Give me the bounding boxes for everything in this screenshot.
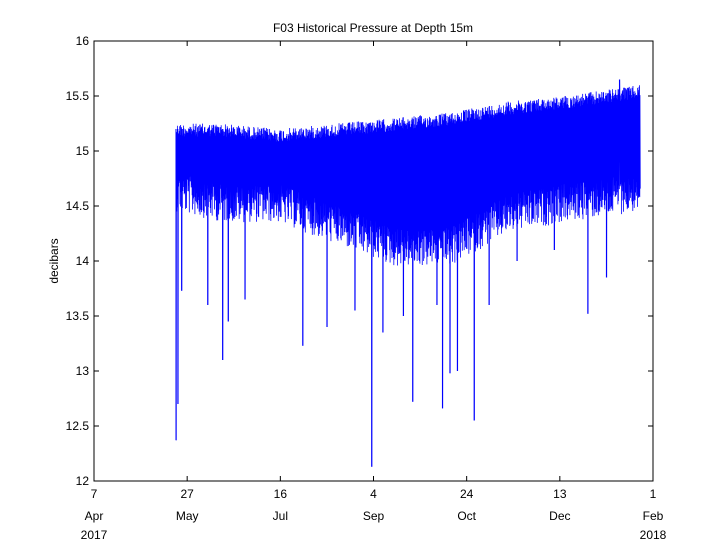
x-tick-month-label: Feb: [643, 509, 664, 523]
y-tick-label: 13.5: [66, 309, 90, 323]
y-tick-label: 16: [76, 34, 90, 48]
x-tick-day-label: 7: [91, 487, 98, 501]
x-tick-month-label: Dec: [549, 509, 570, 523]
chart-title: F03 Historical Pressure at Depth 15m: [273, 21, 473, 35]
y-tick-label: 13: [76, 364, 90, 378]
y-tick-label: 14.5: [66, 199, 90, 213]
y-tick-label: 15.5: [66, 89, 90, 103]
x-tick-day-label: 16: [274, 487, 288, 501]
x-axis-ticks: 7 Apr 2017 27 May 16 Jul 4 Sep 24 Oct 13 Dec 1 Feb 2018: [81, 41, 667, 540]
x-tick-day-label: 1: [650, 487, 657, 501]
y-tick-label: 12.5: [66, 419, 90, 433]
y-tick-label: 12: [76, 474, 90, 488]
x-tick-year-label: 2018: [640, 528, 667, 540]
y-axis-ticks: 12 12.5 13 13.5 14 14.5 15 15.5 16: [66, 34, 653, 488]
x-tick-day-label: 24: [460, 487, 474, 501]
x-tick-day-label: 13: [553, 487, 567, 501]
x-tick-month-label: Apr: [85, 509, 104, 523]
x-tick-month-label: Jul: [273, 509, 288, 523]
x-tick-day-label: 27: [180, 487, 194, 501]
y-axis-label: decibars: [47, 238, 61, 283]
x-tick-year-label: 2017: [81, 528, 108, 540]
series-line: [175, 79, 641, 467]
series-layer: [175, 79, 641, 467]
y-tick-label: 14: [76, 254, 90, 268]
x-tick-day-label: 4: [370, 487, 377, 501]
y-tick-label: 15: [76, 144, 90, 158]
x-tick-month-label: Sep: [363, 509, 385, 523]
x-tick-month-label: May: [176, 509, 199, 523]
x-tick-month-label: Oct: [457, 509, 476, 523]
